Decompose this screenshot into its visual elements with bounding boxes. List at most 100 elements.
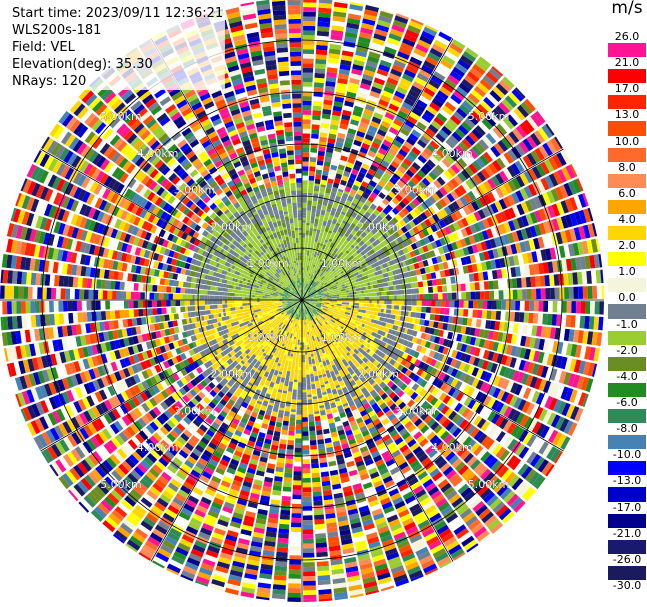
range-gate [373,156,383,164]
range-gate [306,298,310,299]
range-gate [304,277,306,281]
range-gate [469,346,477,356]
range-gate [592,285,598,299]
range-gate [483,408,493,420]
range-gate [584,346,592,360]
range-gate [582,286,588,299]
range-gate [529,198,538,211]
range-gate [469,224,477,234]
range-gate [314,183,320,187]
range-gate [341,175,349,182]
range-gate [313,256,316,260]
range-gate [400,161,410,171]
range-gate [319,457,327,464]
range-gate [458,362,466,371]
range-gate [396,320,402,327]
range-gate [413,47,427,58]
range-gate [410,402,419,411]
range-gate [482,75,496,87]
range-gate [339,123,349,130]
range-gate [471,201,480,211]
range-gate [438,262,445,271]
range-gate [414,77,427,87]
range-gate [456,528,470,540]
range-gate [558,370,567,384]
range-gate [325,313,330,318]
range-gate [343,190,350,195]
range-gate [284,360,289,366]
range-gate [309,306,312,309]
range-gate [511,88,524,102]
range-gate [355,417,364,424]
range-gate [330,119,340,126]
range-gate [317,318,322,324]
range-gate [343,293,347,296]
range-gate [303,280,305,283]
range-gate [379,430,389,438]
range-gate [463,363,471,373]
range-gate [310,308,315,313]
range-gate [355,245,360,250]
range-gate [427,52,441,62]
range-gate [479,196,488,207]
range-gate [303,285,306,291]
range-gate [326,260,330,264]
range-gate [437,345,445,354]
range-gate [332,182,340,189]
range-gate [356,341,361,346]
range-gate [317,439,325,445]
range-gate [310,243,314,247]
range-gate [477,209,486,220]
range-gate [368,95,379,103]
range-gate [308,290,311,293]
range-gate [424,266,431,274]
range-gate [423,162,433,172]
range-gate [551,383,561,397]
range-gate [435,164,445,174]
range-gate [465,326,472,335]
range-gate [470,427,480,438]
range-gate [333,101,344,108]
range-gate [437,556,451,567]
range-gate [321,295,325,297]
range-gate [387,235,394,243]
range-gate [441,532,455,543]
range-gate [337,229,342,233]
range-gate [415,345,423,353]
range-gate [394,214,403,222]
range-gate [356,328,360,333]
range-gate [450,440,460,451]
range-gate [388,334,393,340]
range-gate [476,171,487,182]
range-gate [495,446,507,459]
range-gate [372,347,378,353]
range-gate [331,207,337,212]
range-gate [302,250,305,256]
range-gate [311,213,316,217]
range-gate [372,199,380,207]
range-gate [438,415,448,425]
range-gate [386,291,392,296]
range-gate [567,181,578,195]
range-gate [435,497,448,508]
range-gate [328,273,333,278]
range-gate [529,300,535,312]
range-gate [294,374,298,380]
range-gate [351,316,355,320]
range-gate [311,356,315,360]
range-gate [416,223,424,232]
range-gate [422,259,429,267]
range-gate [586,331,594,345]
range-gate [305,303,310,307]
range-gate [364,248,369,253]
range-gate [289,421,296,427]
range-gate [371,402,379,410]
range-gate [417,204,426,213]
range-gate [333,216,339,221]
range-gate [312,110,322,116]
range-gate [336,300,340,302]
range-gate [415,240,422,248]
range-gate [303,538,314,544]
range-gate [446,181,456,191]
range-gate [474,337,481,347]
